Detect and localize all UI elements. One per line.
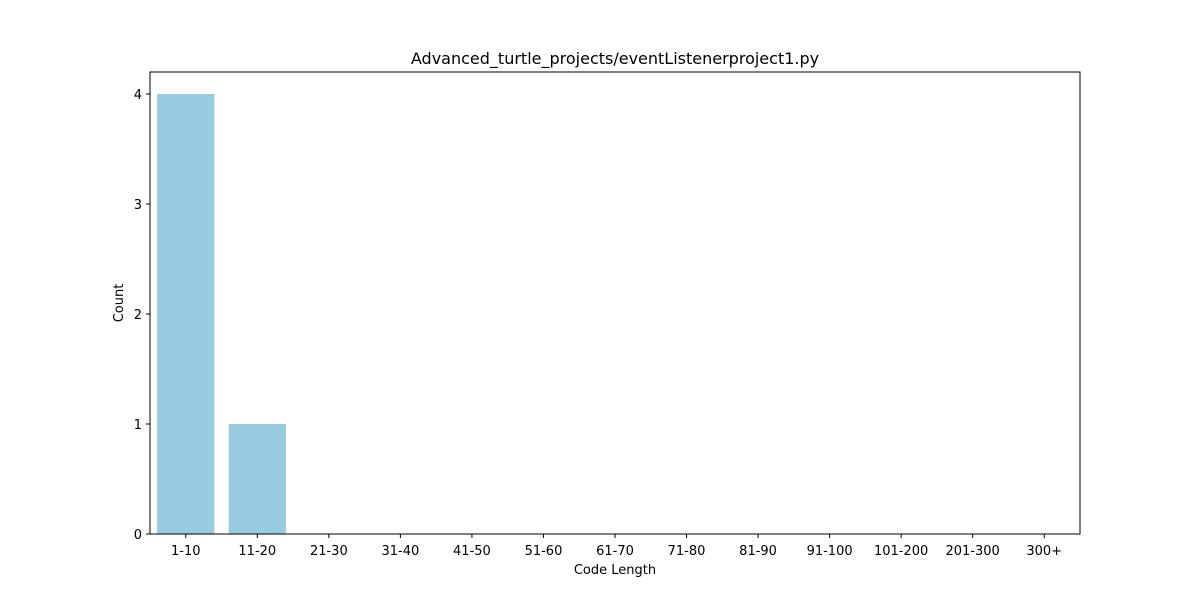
chart-title: Advanced_turtle_projects/eventListenerpr… [411,49,819,69]
y-tick-label: 3 [134,198,142,213]
x-tick-label: 71-80 [668,544,706,559]
x-tick-label: 91-100 [807,544,853,559]
x-tick-label: 61-70 [596,544,634,559]
plot-frame [149,71,1081,535]
x-tick-label: 41-50 [453,544,491,559]
bar-1-10 [157,94,215,534]
x-tick-label: 11-20 [238,544,276,559]
y-tick-label: 1 [134,418,142,433]
x-axis-ticks: 1-10 11-20 21-30 31-40 41-50 51-60 61-70 71-80 8… [171,534,1062,559]
x-tick-label: 21-30 [310,544,348,559]
bar-11-20 [228,424,286,534]
x-tick-label: 51-60 [525,544,563,559]
y-axis-label: Count [112,284,127,323]
y-tick-label: 4 [134,88,142,103]
x-tick-label: 101-200 [874,544,928,559]
x-tick-label: 31-40 [381,544,419,559]
x-tick-label: 300+ [1026,544,1062,559]
x-tick-label: 81-90 [739,544,777,559]
y-tick-label: 2 [134,308,142,323]
x-tick-label: 201-300 [946,544,1000,559]
y-tick-label: 0 [134,528,142,543]
x-axis-label: Code Length [574,563,656,578]
bars-group [157,94,286,534]
x-tick-label: 1-10 [171,544,201,559]
y-axis-ticks: 0 1 2 3 4 [134,88,150,543]
